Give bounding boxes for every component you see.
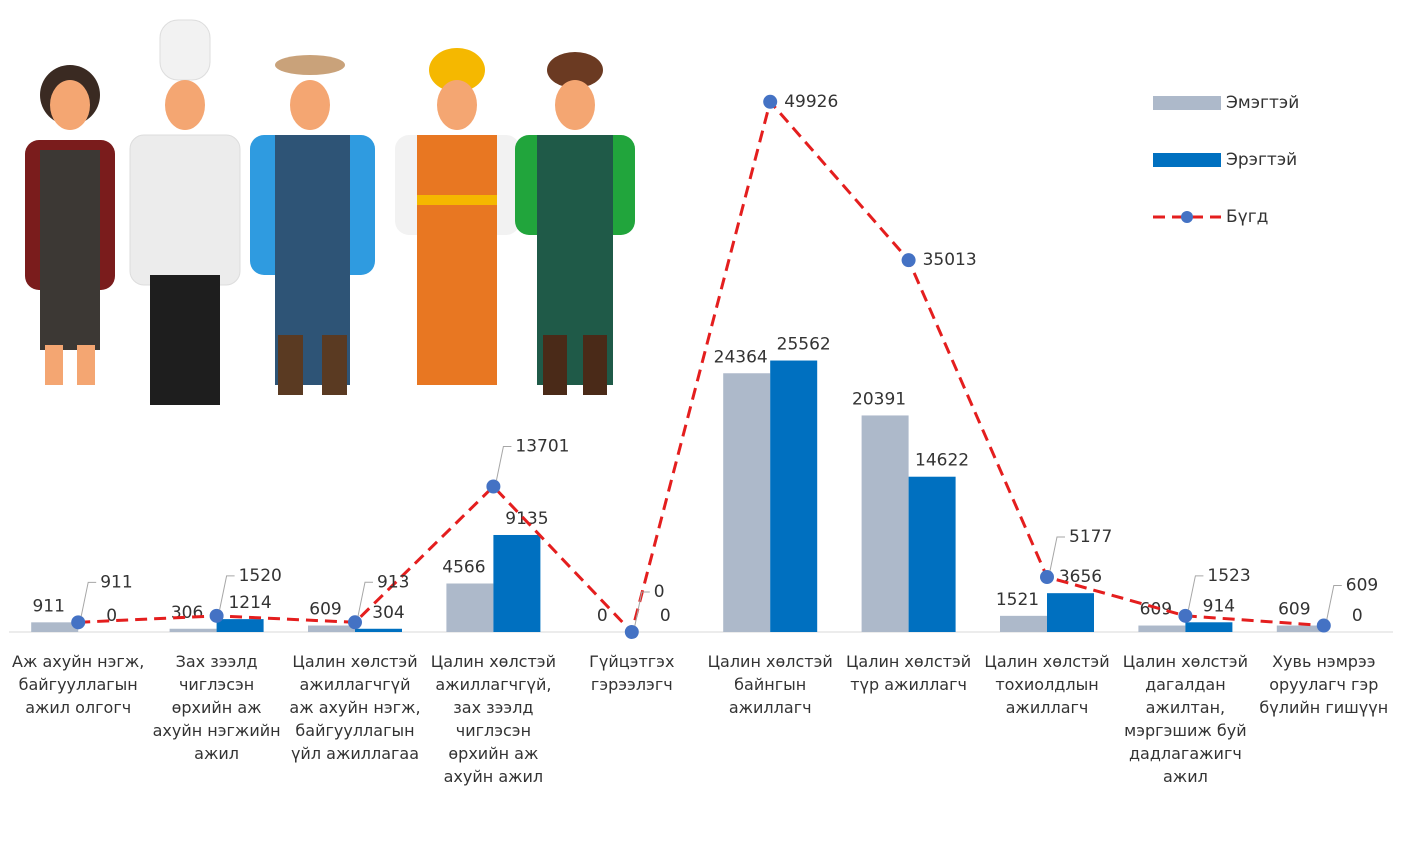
x-tick-label-box: Аж ахуйн нэгж, байгууллагын ажил олгогч — [12, 652, 145, 717]
bar — [493, 534, 541, 632]
legend-label: Бүгд — [1226, 207, 1268, 227]
data-label: 913 — [377, 572, 409, 592]
line-marker — [763, 94, 778, 109]
x-tick-label-box: Цалин хөлстэй түр ажиллагч — [846, 652, 972, 694]
line-marker — [1316, 618, 1331, 633]
legend-label: Эрэгтэй — [1226, 150, 1297, 170]
data-label: 9135 — [505, 509, 548, 529]
line-marker — [71, 615, 86, 630]
bar — [770, 360, 818, 632]
data-label: 25562 — [777, 335, 831, 355]
data-label: 24364 — [714, 347, 768, 367]
leader-line — [495, 445, 512, 481]
data-label: 1214 — [228, 593, 271, 613]
data-label: 5177 — [1069, 527, 1112, 547]
x-tick-label: Цалин хөлстэй ажиллагчгүй, зах зээлд чиг… — [430, 652, 556, 786]
data-label: 20391 — [852, 389, 906, 409]
data-label: 3656 — [1059, 567, 1102, 587]
leader-line — [219, 575, 235, 610]
legend-label: Эмэгтэй — [1226, 93, 1299, 113]
x-tick-label-box: Зах зээлд чиглэсэн өрхийн аж ахуйн нэгжи… — [152, 652, 281, 763]
x-tick-label-box: Цалин хөлстэй тохиолдлын ажиллагч — [984, 652, 1110, 717]
line-marker — [624, 625, 639, 639]
x-tick-label: Зах зээлд чиглэсэн өрхийн аж ахуйн нэгжи… — [152, 652, 281, 763]
data-label: 609 — [1346, 576, 1378, 596]
x-tick-label-box: Цалин хөлстэй байнгын ажиллагч — [707, 652, 833, 717]
x-tick-label: Гүйцэтгэх гэрээлэгч — [589, 652, 675, 694]
bar — [1000, 615, 1047, 632]
data-label: 4566 — [442, 558, 485, 578]
data-label: 14622 — [915, 451, 969, 471]
data-label: 609 — [1140, 600, 1172, 620]
data-label: 0 — [1352, 606, 1363, 626]
x-tick-label-box: Цалин хөлстэй дагалдан ажилтан, мэргэшиж… — [1122, 652, 1248, 786]
data-label: 0 — [106, 606, 117, 626]
line-marker — [209, 608, 224, 623]
data-label: 35013 — [923, 250, 977, 270]
line-marker — [348, 615, 362, 630]
x-tick-label-box: Гүйцэтгэх гэрээлэгч — [589, 652, 675, 694]
data-label: 0 — [660, 606, 671, 626]
data-label: 0 — [654, 582, 665, 602]
x-tick-label: Аж ахуйн нэгж, байгууллагын ажил олгогч — [12, 652, 145, 717]
bar — [861, 415, 909, 632]
data-label: 1521 — [996, 590, 1039, 610]
legend-swatch — [1153, 153, 1221, 167]
bar — [216, 619, 264, 632]
bar — [908, 476, 956, 632]
bar — [1276, 625, 1324, 632]
bar — [169, 628, 217, 632]
data-label: 1523 — [1207, 566, 1250, 586]
x-tick-label: Цалин хөлстэй ажиллагчгүй аж ахуйн нэгж,… — [289, 652, 421, 763]
bar — [1138, 625, 1186, 632]
x-tick-label: Хувь нэмрээ оруулагч гэр бүлийн гишүүн — [1259, 652, 1389, 717]
data-label: 13701 — [515, 436, 569, 456]
data-label: 914 — [1203, 596, 1235, 616]
bar — [355, 628, 402, 632]
bar — [446, 583, 494, 632]
line-marker — [1040, 570, 1054, 585]
leader-line — [80, 581, 97, 617]
x-tick-label: Цалин хөлстэй түр ажиллагч — [846, 652, 972, 694]
data-label: 49926 — [784, 92, 838, 112]
legend-marker — [1181, 211, 1193, 223]
data-label: 911 — [100, 572, 132, 592]
line-marker — [901, 253, 916, 268]
leader-line — [634, 591, 650, 627]
bar — [31, 622, 79, 632]
data-label: 609 — [309, 600, 341, 620]
data-label: 911 — [32, 596, 64, 616]
data-label: 306 — [171, 603, 203, 623]
leader-line — [1187, 575, 1204, 610]
legend-swatch — [1153, 96, 1221, 110]
x-tick-label-box: Цалин хөлстэй ажиллагчгүй аж ахуйн нэгж,… — [289, 652, 421, 763]
line-marker — [1178, 608, 1193, 623]
data-label: 609 — [1278, 600, 1310, 620]
illustration — [25, 19, 635, 405]
bar — [723, 373, 771, 632]
leader-line — [1326, 585, 1342, 620]
x-tick-label-box: Цалин хөлстэй ажиллагчгүй, зах зээлд чиг… — [430, 652, 556, 786]
bar — [1185, 622, 1233, 632]
x-tick-label-box: Хувь нэмрээ оруулагч гэр бүлийн гишүүн — [1259, 652, 1389, 717]
x-tick-label: Цалин хөлстэй тохиолдлын ажиллагч — [984, 652, 1110, 717]
leader-line — [1049, 536, 1065, 572]
x-tick-label: Цалин хөлстэй дагалдан ажилтан, мэргэшиж… — [1122, 652, 1248, 786]
x-tick-label: Цалин хөлстэй байнгын ажиллагч — [707, 652, 833, 717]
leader-line — [357, 581, 373, 617]
bar — [308, 625, 355, 632]
bar — [1047, 593, 1094, 632]
total-line — [78, 98, 1324, 635]
data-label: 1520 — [239, 566, 282, 586]
data-label: 0 — [597, 606, 608, 626]
data-label: 304 — [372, 603, 404, 623]
line-marker — [486, 479, 501, 494]
